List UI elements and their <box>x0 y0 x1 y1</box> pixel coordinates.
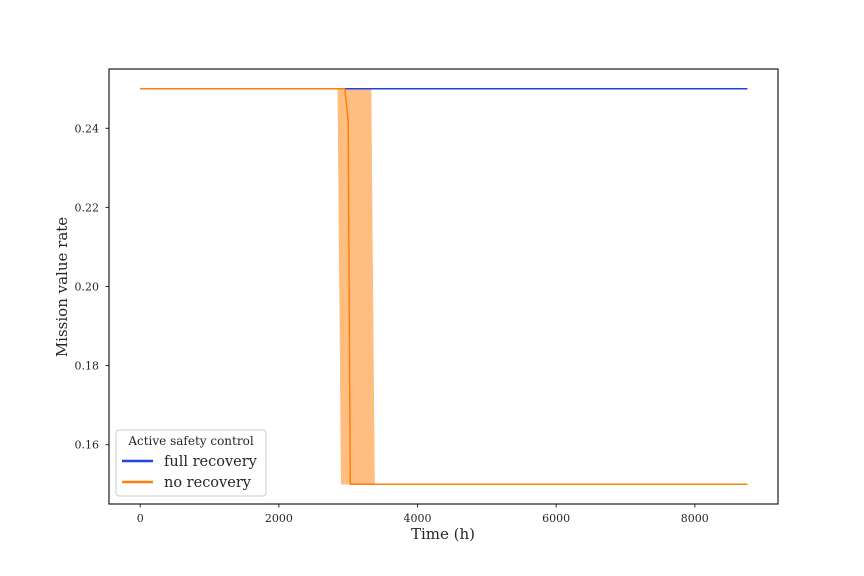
legend-title: Active safety control <box>127 434 253 448</box>
legend-label-1: no recovery <box>164 475 252 491</box>
x-tick-label: 4000 <box>404 512 432 525</box>
plot-area <box>140 88 748 485</box>
legend-label-0: full recovery <box>164 454 258 470</box>
x-tick-label: 2000 <box>265 512 293 525</box>
legend: Active safety control full recovery no re… <box>115 429 267 497</box>
x-tick-label: 8000 <box>681 512 709 525</box>
y-tick-label: 0.16 <box>75 439 100 452</box>
x-tick-label: 6000 <box>542 512 570 525</box>
x-tick-label: 0 <box>137 512 144 525</box>
x-axis-label: Time (h) <box>411 525 475 543</box>
axis-ticks: 0 2000 4000 6000 8000 0.16 0.18 0.20 0.22 0.24 <box>75 122 709 525</box>
y-tick-label: 0.24 <box>75 122 100 135</box>
y-tick-label: 0.22 <box>75 201 100 214</box>
series-line-1 <box>140 88 748 485</box>
y-axis-label: Mission value rate <box>53 217 71 357</box>
y-tick-label: 0.18 <box>75 360 100 373</box>
legend-box <box>115 429 267 497</box>
y-tick-label: 0.20 <box>75 281 100 294</box>
